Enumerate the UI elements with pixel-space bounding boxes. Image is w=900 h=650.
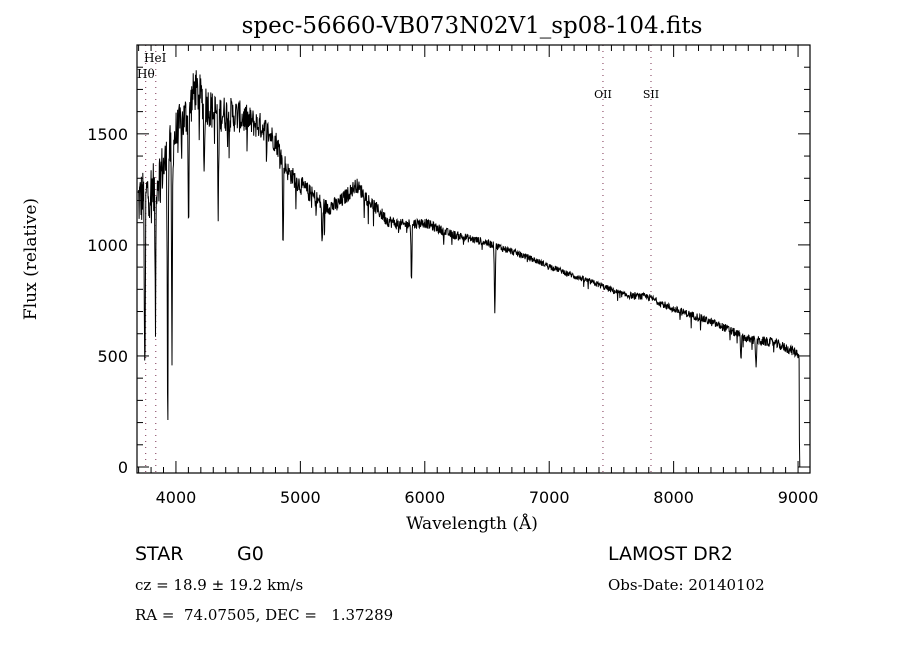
x-tick-label: 9000 — [778, 488, 819, 507]
spectrum-line — [137, 70, 802, 468]
redshift-text: cz = 18.9 ± 19.2 km/s — [135, 576, 303, 594]
subclass: G0 — [237, 543, 264, 565]
coords-text: RA = 74.07505, DEC = 1.37289 — [135, 606, 393, 624]
x-axis-label: Wavelength (Å) — [406, 513, 538, 534]
x-tick-label: 5000 — [280, 488, 321, 507]
x-tick-label: 4000 — [156, 488, 197, 507]
x-tick-label: 6000 — [404, 488, 445, 507]
line-marker-label: SII — [643, 88, 659, 101]
y-tick-label: 0 — [118, 458, 128, 477]
y-axis-label: Flux (relative) — [21, 198, 41, 320]
chart-title: spec-56660-VB073N02V1_sp08-104.fits — [242, 13, 703, 39]
plot-frame — [136, 44, 811, 474]
y-tick-label: 500 — [97, 347, 128, 366]
obs-date: Obs-Date: 20140102 — [608, 576, 765, 594]
survey-text: LAMOST DR2 — [608, 543, 733, 565]
y-tick-label: 1000 — [87, 236, 128, 255]
y-tick-label: 1500 — [87, 125, 128, 144]
line-marker-label: OII — [594, 88, 612, 101]
line-marker-label: HeI — [144, 51, 167, 65]
x-tick-label: 8000 — [653, 488, 694, 507]
line-marker-label: Hθ — [137, 67, 155, 81]
x-tick-label: 7000 — [529, 488, 570, 507]
object-class: STAR — [135, 543, 183, 565]
